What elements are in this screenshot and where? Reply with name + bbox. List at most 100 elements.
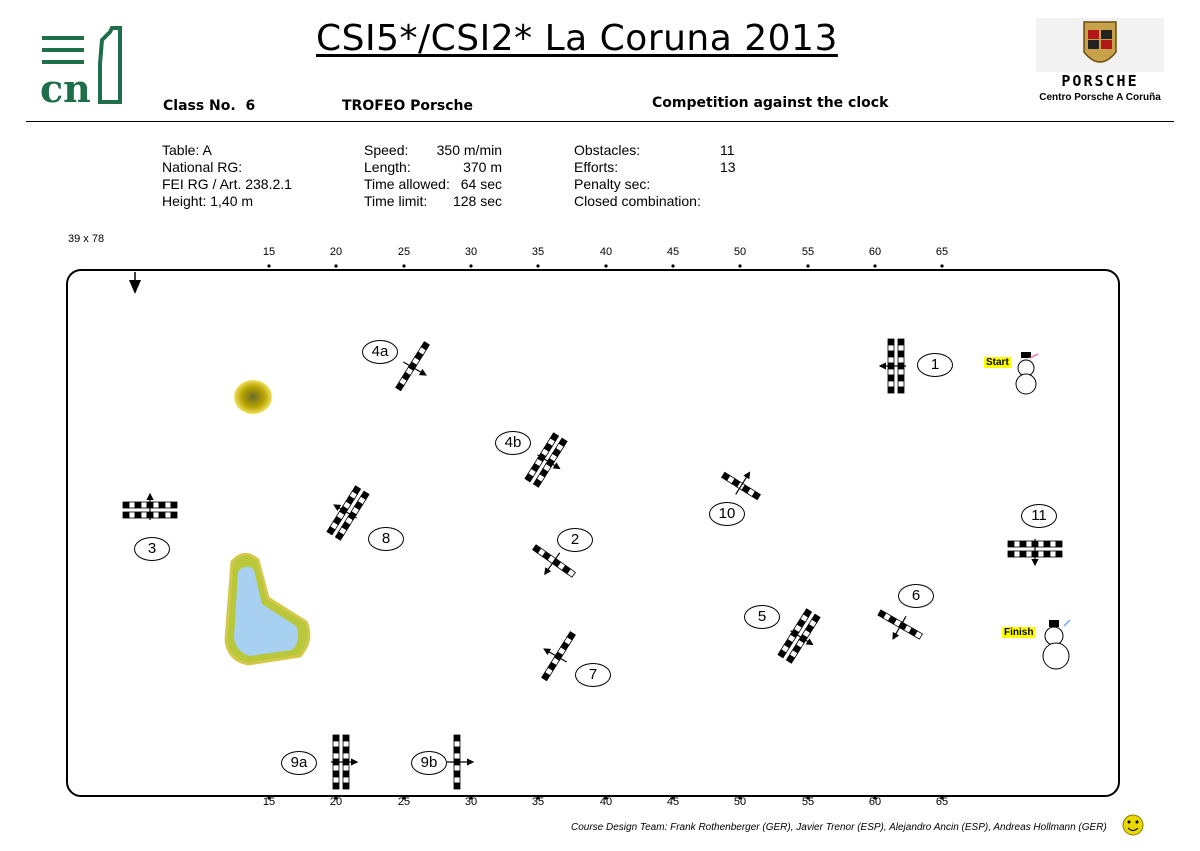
start-snowman-icon [1015, 352, 1039, 395]
fence-7 [541, 631, 576, 682]
scale-tick-bottom: 45 [666, 796, 680, 808]
fence-4a [395, 341, 430, 392]
scale-tick-top: 40 [599, 246, 613, 258]
scale-tick-top: 30 [464, 246, 478, 258]
scale-dot [873, 264, 877, 268]
info-obstacles: Obstacles: 11 [574, 142, 735, 158]
footer-credits: Course Design Team: Frank Rothenberger (… [571, 822, 1107, 833]
direction-arrow-icon [403, 361, 427, 376]
scale-dot [671, 264, 675, 268]
info-length: Length: 370 m [364, 159, 502, 175]
scale-tick-top: 25 [397, 246, 411, 258]
obstacle-label-5: 5 [744, 605, 780, 629]
scale-tick-bottom: 65 [935, 796, 949, 808]
obstacle-label-9a: 9a [281, 751, 317, 775]
direction-arrow-icon [790, 630, 814, 646]
fence-3 [122, 492, 178, 520]
info-closed-combination: Closed combination: [574, 193, 701, 209]
organizer-logo: cn [40, 26, 124, 111]
scale-dot [402, 796, 406, 800]
obstacle-label-10: 10 [709, 502, 745, 526]
scale-tick-bottom: 25 [397, 796, 411, 808]
info-col-2: Speed: 350 m/min Length: 370 m Time allowe… [364, 142, 502, 210]
info-col-3: Obstacles: 11 Efforts: 13 Penalty sec: Clo… [574, 142, 736, 210]
scale-dot [469, 264, 473, 268]
scale-tick-top: 20 [329, 246, 343, 258]
scale-dot [469, 796, 473, 800]
arena-border [66, 269, 1120, 797]
info-national-rg: National RG: [162, 159, 243, 175]
scale-tick-bottom: 55 [801, 796, 815, 808]
scale-dot [604, 264, 608, 268]
scale-dot [334, 796, 338, 800]
fence-9b [447, 734, 475, 790]
scale-dot [402, 264, 406, 268]
fence-8 [326, 485, 370, 541]
entrance-arrow-icon [129, 272, 141, 294]
fence-2 [532, 544, 576, 578]
obstacle-label-2: 2 [557, 528, 593, 552]
page-title: CSI5*/CSI2* La Coruna 2013 [316, 18, 838, 59]
water-pond [224, 553, 311, 666]
info-table: Table: A [162, 142, 212, 158]
info-time-limit: Time limit: 128 sec [364, 193, 502, 209]
header-divider [26, 121, 1174, 122]
fence-1 [878, 338, 906, 394]
obstacle-label-8: 8 [368, 527, 404, 551]
crest-icon [1083, 21, 1117, 63]
fence-9a [331, 734, 359, 790]
scale-dot [738, 796, 742, 800]
plant-decoration-icon [234, 380, 272, 414]
scale-tick-bottom: 40 [599, 796, 613, 808]
smiley-icon [1122, 814, 1144, 836]
scale-dot [604, 796, 608, 800]
scale-dot [738, 264, 742, 268]
direction-arrow-icon [537, 454, 561, 470]
direction-arrow-icon [333, 504, 357, 519]
scale-tick-top: 15 [262, 246, 276, 258]
scale-dot [940, 264, 944, 268]
scale-dot [334, 264, 338, 268]
fence-10 [721, 471, 761, 501]
sponsor-brand: PORSCHE [1061, 72, 1139, 90]
scale-dot [267, 796, 271, 800]
scale-tick-bottom: 30 [464, 796, 478, 808]
direction-arrow-icon [543, 648, 567, 663]
scale-tick-top: 60 [868, 246, 882, 258]
scale-dot [536, 796, 540, 800]
scale-tick-top: 50 [733, 246, 747, 258]
scale-tick-bottom: 50 [733, 796, 747, 808]
scale-tick-top: 65 [935, 246, 949, 258]
scale-tick-bottom: 15 [262, 796, 276, 808]
scale-dot [940, 796, 944, 800]
sponsor-subtitle: Centro Porsche A Coruña [1039, 92, 1161, 103]
scale-dot [671, 796, 675, 800]
info-time-allowed: Time allowed: 64 sec [364, 176, 502, 192]
class-number: Class No. 6 [163, 98, 256, 114]
scale-dot [873, 796, 877, 800]
trophy-name: TROFEO Porsche [342, 98, 474, 114]
direction-arrow-icon [544, 552, 561, 576]
finish-snowman-icon [1042, 619, 1071, 670]
horse-logo-icon [42, 26, 122, 104]
arena-size: 39 x 78 [68, 233, 105, 245]
info-efforts: Efforts: 13 [574, 159, 736, 175]
fence-5 [777, 608, 821, 664]
info-height: Height: 1,40 m [162, 193, 254, 209]
finish-label: Finish [1002, 627, 1036, 638]
scale-tick-bottom: 60 [868, 796, 882, 808]
obstacle-label-9b: 9b [411, 751, 447, 775]
sponsor-logo: PORSCHE Centro Porsche A Coruña [1036, 18, 1164, 110]
scale-tick-bottom: 35 [531, 796, 545, 808]
fence-11 [1007, 539, 1063, 567]
organizer-logo-text: cn [40, 66, 91, 111]
info-speed: Speed: 350 m/min [364, 142, 502, 158]
scale-tick-top: 35 [531, 246, 545, 258]
obstacle-label-7: 7 [575, 663, 611, 687]
scale-dot [806, 264, 810, 268]
obstacle-label-1: 1 [917, 353, 953, 377]
info-col-1: Table: A National RG: FEI RG / Art. 238.… [162, 142, 292, 210]
direction-arrow-icon [892, 616, 907, 640]
competition-type: Competition against the clock [652, 95, 889, 111]
